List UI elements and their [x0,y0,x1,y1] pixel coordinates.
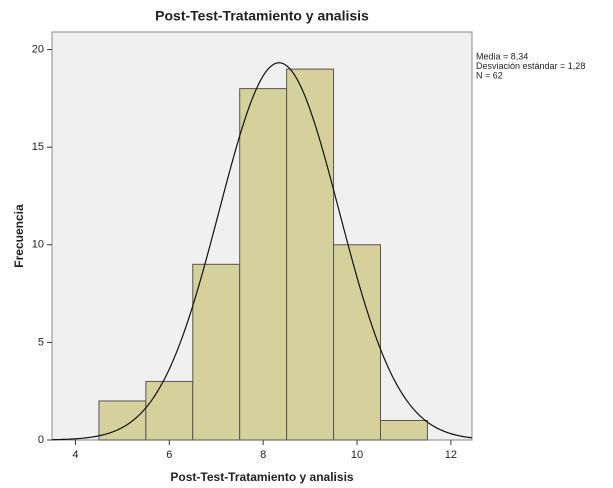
bar [239,88,288,441]
bar [192,263,241,441]
x-tick-label: 10 [351,449,363,461]
bar [286,68,335,441]
y-tick-label: 20 [32,43,44,55]
annotation: Desviación estándar = 1,28 [476,61,585,71]
normal-curve [51,62,473,441]
y-tick-label: 15 [32,141,44,153]
chart-title: Post-Test-Tratamiento y analisis [155,8,369,24]
x-tick-label: 4 [72,449,78,461]
x-tick-label: 6 [166,449,172,461]
bar [333,244,381,441]
bar [379,419,428,441]
bar [98,400,147,441]
bar [145,380,194,441]
x-axis-label: Post-Test-Tratamiento y analisis [170,470,353,484]
y-tick-label: 10 [32,239,44,251]
x-tick-label: 8 [260,449,266,461]
y-tick-label: 0 [38,434,44,446]
y-axis-label: Frecuencia [12,204,26,268]
x-tick-label: 12 [445,449,457,461]
y-tick-label: 5 [38,336,44,348]
annotation: Media = 8,34 [476,51,528,61]
annotation: N = 62 [476,70,503,80]
